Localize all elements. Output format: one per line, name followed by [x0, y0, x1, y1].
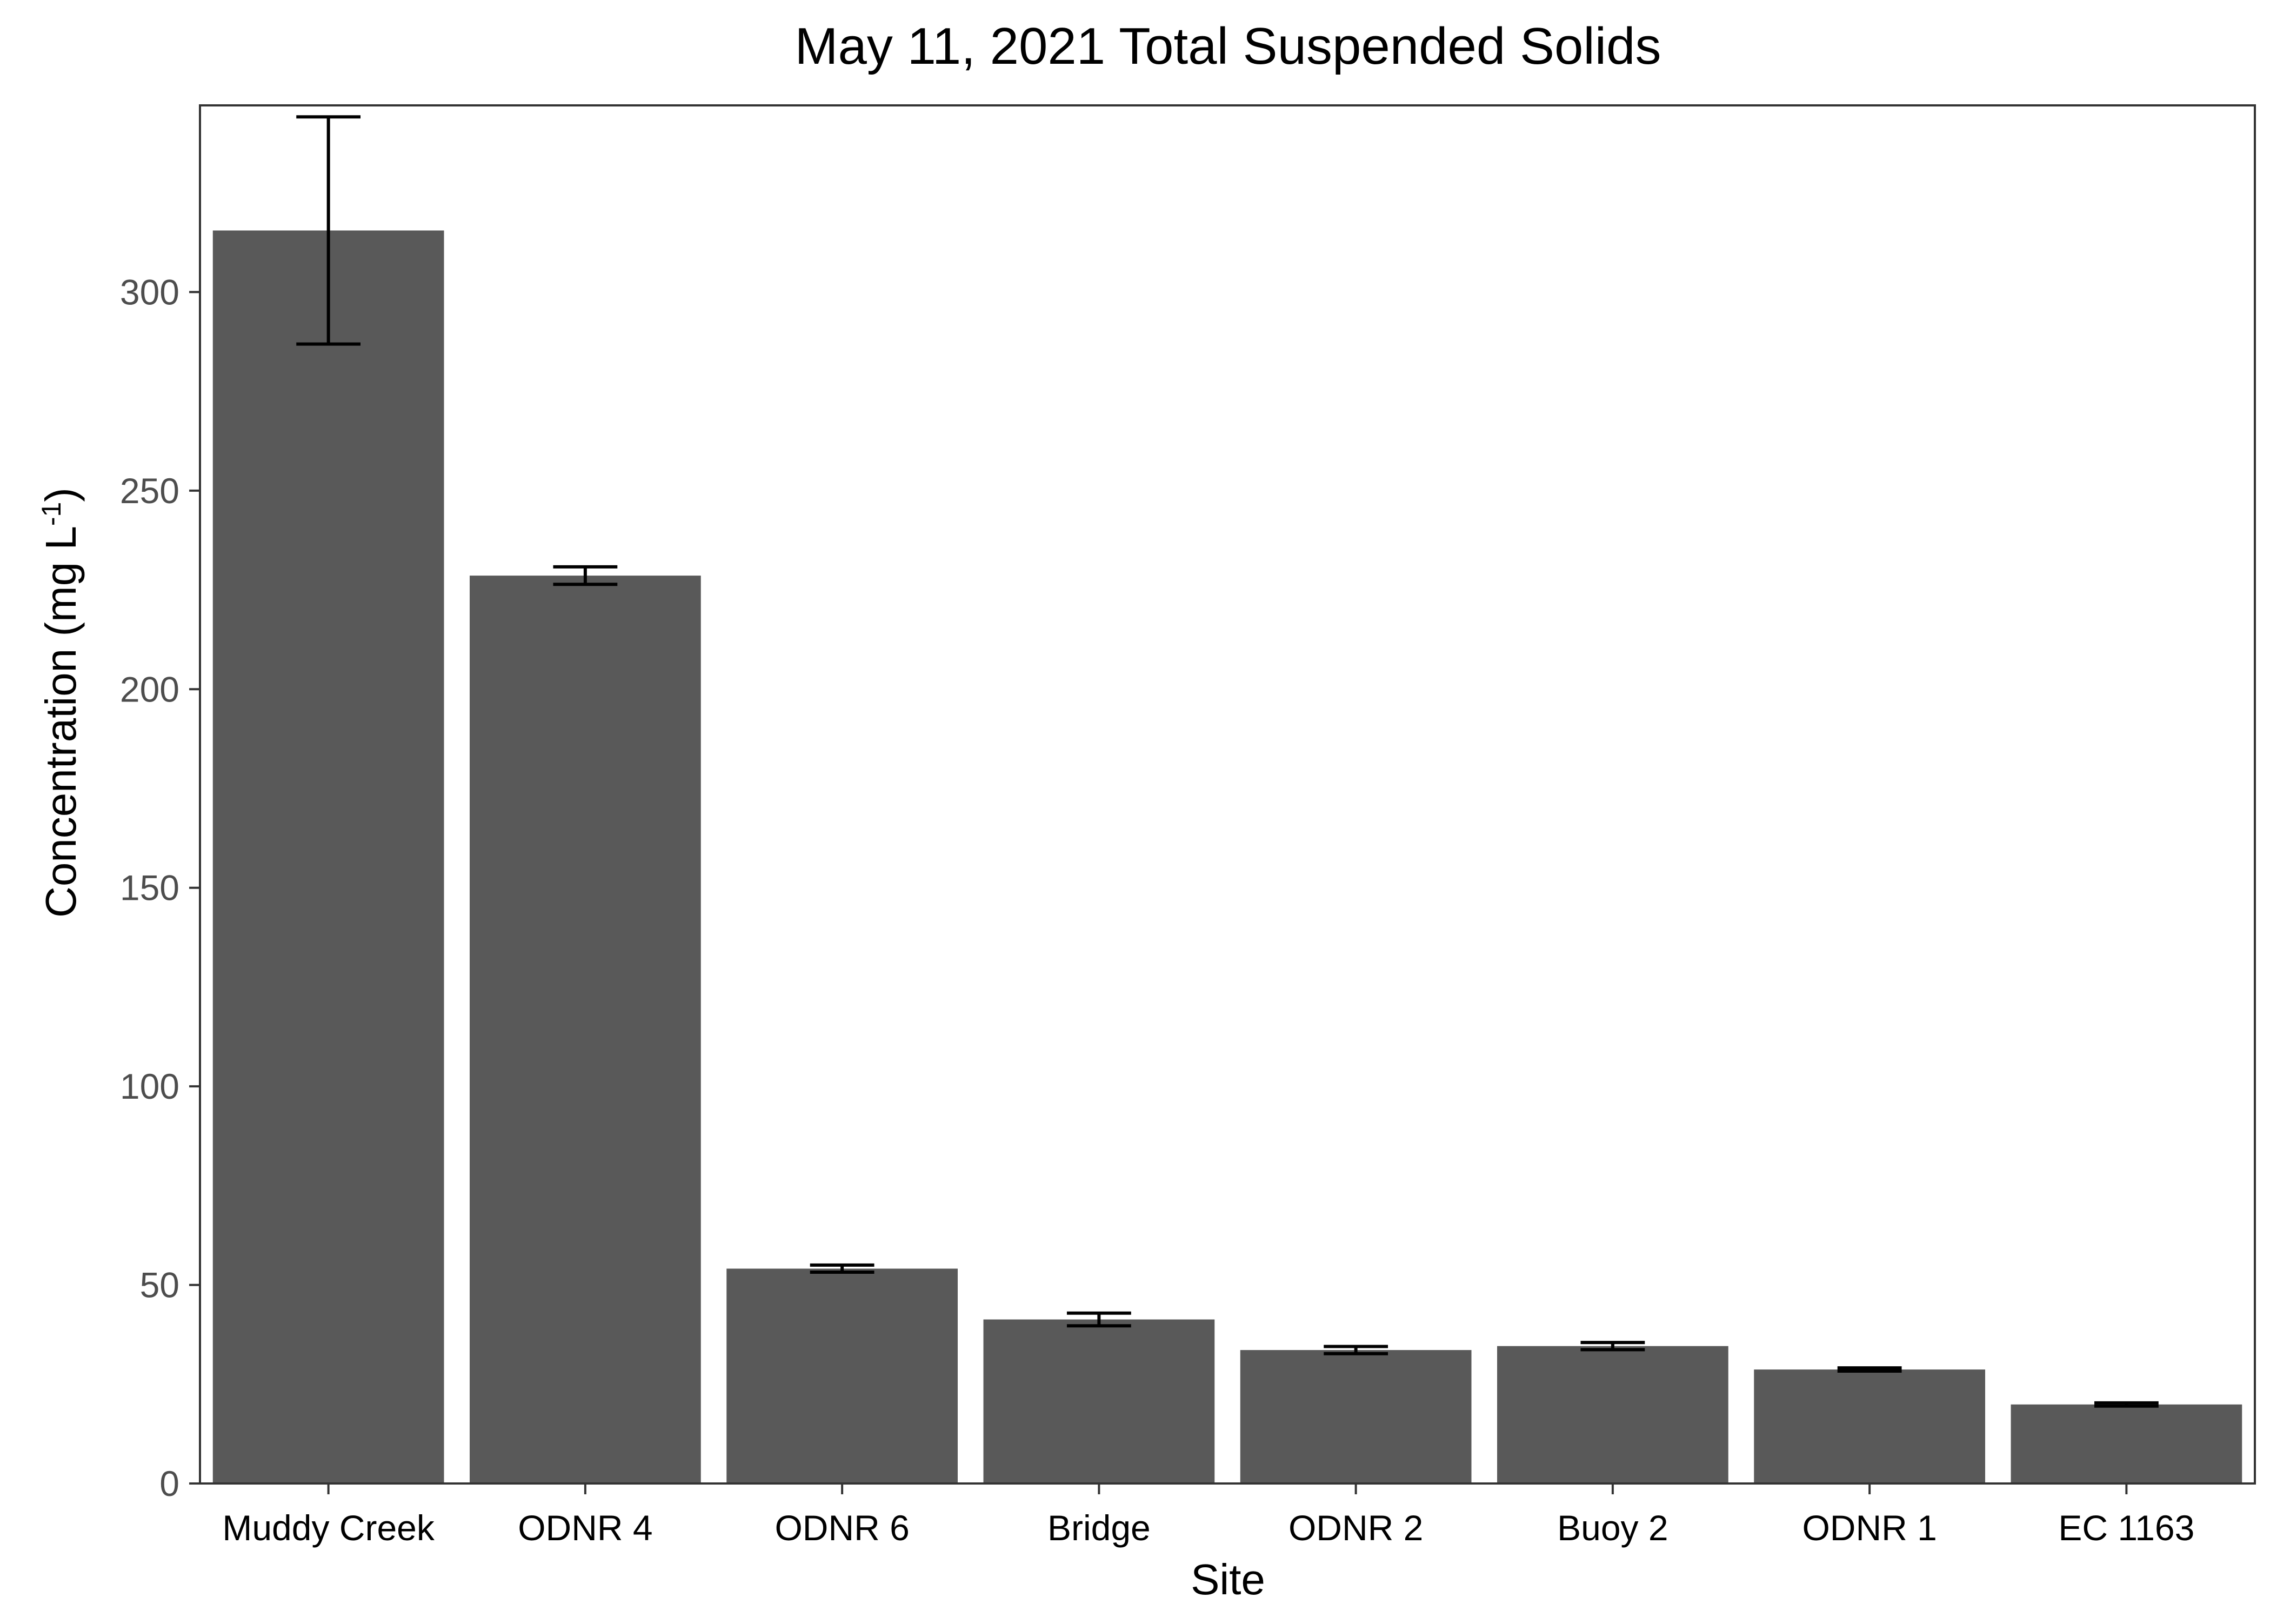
error-bar-0 [296, 115, 361, 346]
x-tick-label-0: Muddy Creek [222, 1508, 435, 1548]
y-axis-title-main: Concentration (mg L [37, 526, 85, 918]
chart-title: May 11, 2021 Total Suspended Solids [795, 17, 1661, 75]
y-axis-title-close: ) [37, 487, 85, 502]
bar-7 [2011, 1404, 2242, 1483]
x-axis: Muddy Creek ODNR 4 ODNR 6 Bridge ODNR 2 Buoy … [222, 1483, 2194, 1548]
x-tick-label-7: EC 1163 [2058, 1508, 2194, 1548]
error-bar-4 [1324, 1345, 1388, 1355]
error-bar-6 [1837, 1366, 1902, 1373]
y-axis-title: Concentration (mg L-1) [36, 487, 85, 918]
x-tick-label-6: ODNR 1 [1802, 1508, 1937, 1548]
x-tick-label-3: Bridge [1047, 1508, 1151, 1548]
y-tick-label-3: 150 [120, 868, 179, 908]
error-bar-7 [2094, 1401, 2159, 1408]
bar-0 [212, 230, 444, 1484]
bar-2 [726, 1268, 958, 1483]
bar-4 [1240, 1350, 1472, 1483]
error-bar-1 [553, 565, 618, 586]
error-bar-2 [810, 1263, 874, 1274]
bar-1 [470, 576, 701, 1483]
y-tick-label-0: 0 [159, 1463, 179, 1503]
y-tick-label-6: 300 [120, 272, 179, 312]
bar-6 [1754, 1369, 1985, 1483]
y-tick-label-4: 200 [120, 669, 179, 709]
y-axis-title-superscript: -1 [36, 502, 66, 526]
x-tick-label-2: ODNR 6 [775, 1508, 909, 1548]
error-bar-5 [1580, 1341, 1645, 1352]
y-tick-label-5: 250 [120, 471, 179, 511]
plot-panel-border [199, 104, 2256, 1485]
bar-5 [1497, 1346, 1728, 1483]
y-tick-label-1: 50 [140, 1265, 179, 1305]
error-bar-3 [1066, 1311, 1131, 1328]
plot-area [212, 115, 2242, 1484]
y-axis: 0 50 100 150 200 250 300 [120, 272, 200, 1503]
x-tick-label-5: Buoy 2 [1557, 1508, 1668, 1548]
x-tick-label-4: ODNR 2 [1288, 1508, 1423, 1548]
bar-3 [983, 1319, 1215, 1483]
x-tick-label-1: ODNR 4 [518, 1508, 652, 1548]
y-tick-label-2: 100 [120, 1066, 179, 1106]
x-axis-title: Site [1191, 1555, 1265, 1603]
